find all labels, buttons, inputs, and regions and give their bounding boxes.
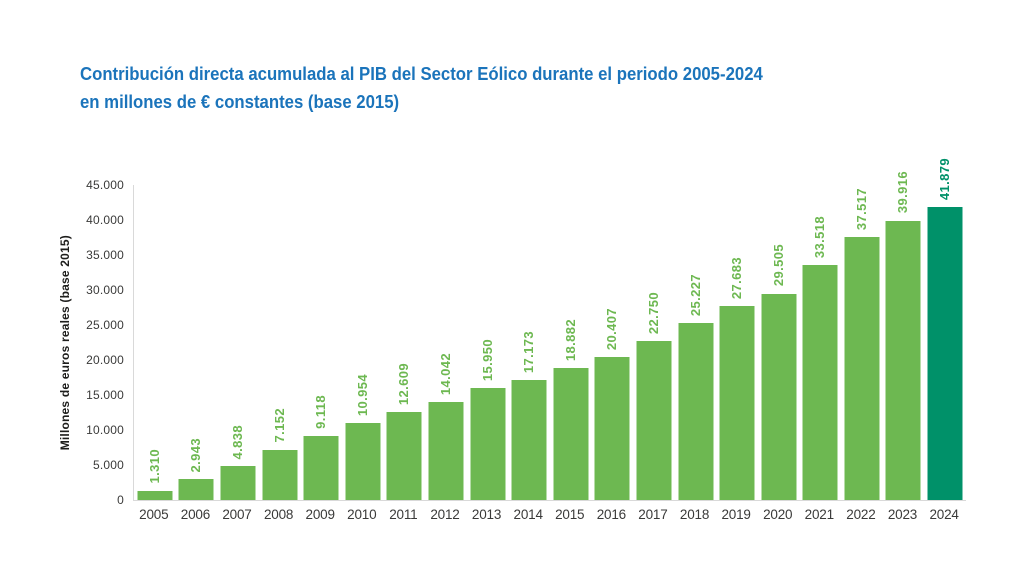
bar-value-label-2016: 20.407 <box>604 308 620 351</box>
x-axis-label-2017: 2017 <box>638 507 668 522</box>
x-axis-label-2019: 2019 <box>721 507 751 522</box>
x-axis-label-2005: 2005 <box>139 507 169 522</box>
x-axis-label-2013: 2013 <box>471 507 502 522</box>
y-axis-tick-label-20.000: 20.000 <box>86 353 124 367</box>
y-axis-tick-label-0: 0 <box>117 493 124 507</box>
x-axis-label-2009: 2009 <box>305 507 335 522</box>
bar-value-label-2018: 25.227 <box>687 274 703 317</box>
x-axis-label-2024: 2024 <box>929 507 959 522</box>
bar-value-label-2014: 17.173 <box>521 330 537 373</box>
y-axis-tick-label-40.000: 40.000 <box>86 213 124 227</box>
chart-bar-2006 <box>178 479 214 500</box>
chart-bar-2013 <box>470 388 506 500</box>
bar-slot-2008: 7.152 <box>259 185 301 500</box>
chart-bar-2016 <box>594 357 630 500</box>
bar-slot-2012: 14.042 <box>425 185 467 500</box>
bar-value-label-2007: 4.838 <box>229 424 245 460</box>
chart-bar-2021 <box>802 265 838 500</box>
chart-bar-2019 <box>719 306 755 500</box>
x-axis-label-2012: 2012 <box>430 507 460 522</box>
chart-bar-2010 <box>345 423 381 500</box>
x-axis-label-2015: 2015 <box>555 507 585 522</box>
chart-bar-2023 <box>885 220 921 500</box>
bar-value-label-2024: 41.879 <box>937 157 953 200</box>
chart-bar-2012 <box>428 401 464 500</box>
bar-slot-2024: 41.879 <box>924 158 966 500</box>
bar-value-label-2013: 15.950 <box>479 339 495 382</box>
chart-title-line-1: Contribución directa acumulada al PIB de… <box>80 64 763 84</box>
bar-slot-2022: 37.517 <box>841 185 883 500</box>
x-axis-label-2023: 2023 <box>887 507 918 522</box>
chart-title-line-2: en millones de € constantes (base 2015) <box>80 92 400 112</box>
bar-value-label-2019: 27.683 <box>729 257 745 300</box>
bar-slot-2006: 2.943 <box>176 185 218 500</box>
bar-value-label-2005: 1.310 <box>146 449 162 484</box>
x-axis-label-2021: 2021 <box>804 507 834 522</box>
bar-slot-2007: 4.838 <box>217 185 259 500</box>
x-axis-label-2018: 2018 <box>679 507 710 522</box>
bar-value-label-2006: 2.943 <box>188 437 204 473</box>
bar-slot-2009: 9.118 <box>300 185 342 500</box>
x-axis-label-2016: 2016 <box>596 507 626 522</box>
bar-slot-2019: 27.683 <box>716 185 758 500</box>
chart-bar-2015 <box>553 367 589 500</box>
y-axis-tick-label-25.000: 25.000 <box>86 318 124 332</box>
chart-bar-2008 <box>262 449 298 500</box>
bar-value-label-2009: 9.118 <box>313 395 329 430</box>
x-axis-label-2022: 2022 <box>846 507 876 522</box>
bar-value-label-2010: 10.954 <box>354 374 370 417</box>
bar-value-label-2012: 14.042 <box>437 352 453 395</box>
x-axis-label-2020: 2020 <box>763 507 793 522</box>
bar-slot-2018: 25.227 <box>675 185 717 500</box>
bar-value-label-2011: 12.609 <box>396 362 412 405</box>
x-axis-labels: 2005 2006 2007 2008 2009 2010 2011 2012 2013 2014… <box>133 507 965 522</box>
x-axis-label-2011: 2011 <box>389 507 418 522</box>
chart-bar-2005 <box>137 490 173 500</box>
y-axis-tick-label-15.000: 15.000 <box>86 388 124 402</box>
bar-slot-2016: 20.407 <box>592 185 634 500</box>
chart-bar-2007 <box>220 466 256 500</box>
bar-slot-2011: 12.609 <box>384 185 426 500</box>
y-axis-tick-label-45.000: 45.000 <box>86 178 124 192</box>
bar-value-label-2021: 33.518 <box>812 216 828 259</box>
bar-value-label-2017: 22.750 <box>645 291 661 334</box>
bar-slot-2013: 15.950 <box>467 185 509 500</box>
chart-bar-2014 <box>511 379 547 500</box>
bar-slot-2020: 29.505 <box>758 185 800 500</box>
x-axis-label-2008: 2008 <box>263 507 294 522</box>
x-axis-label-2007: 2007 <box>222 507 252 522</box>
bar-slot-2021: 33.518 <box>800 185 842 500</box>
chart-bar-2020 <box>761 293 797 500</box>
y-axis-tick-label-5.000: 5.000 <box>92 458 124 472</box>
chart-bar-2011 <box>386 411 422 500</box>
y-axis-ticks: 0 5.000 10.000 15.000 20.000 25.000 30.000 35.0… <box>0 178 124 507</box>
chart-bar-2022 <box>844 237 880 500</box>
y-axis-tick-label-10.000: 10.000 <box>86 423 124 437</box>
bar-slot-2017: 22.750 <box>633 185 675 500</box>
chart-bar-2017 <box>636 340 672 500</box>
y-axis-tick-label-30.000: 30.000 <box>86 283 124 297</box>
x-axis-label-2006: 2006 <box>180 507 210 522</box>
bar-value-label-2020: 29.505 <box>770 244 786 287</box>
bar-value-label-2008: 7.152 <box>271 408 287 443</box>
bar-value-label-2023: 39.916 <box>895 171 911 214</box>
bar-slot-2005: 1.310 <box>134 185 176 500</box>
bar-value-label-2022: 37.517 <box>853 188 869 231</box>
x-axis-label-2010: 2010 <box>347 507 377 522</box>
bar-slot-2023: 39.916 <box>883 171 925 500</box>
bar-slot-2015: 18.882 <box>550 185 592 500</box>
chart-bar-2018 <box>678 323 714 500</box>
bar-value-label-2015: 18.882 <box>562 318 578 361</box>
chart-title: Contribución directa acumulada al PIB de… <box>80 60 763 116</box>
plot-area: 1.310 2.943 4.838 7.152 9.118 10.954 12.609 14.… <box>133 158 966 501</box>
chart-bar-2024 <box>927 206 963 500</box>
x-axis-label-2014: 2014 <box>513 507 543 522</box>
y-axis-tick-label-35.000: 35.000 <box>86 248 124 262</box>
chart-bar-2009 <box>303 436 339 500</box>
bar-slot-2010: 10.954 <box>342 185 384 500</box>
bar-slot-2014: 17.173 <box>508 185 550 500</box>
